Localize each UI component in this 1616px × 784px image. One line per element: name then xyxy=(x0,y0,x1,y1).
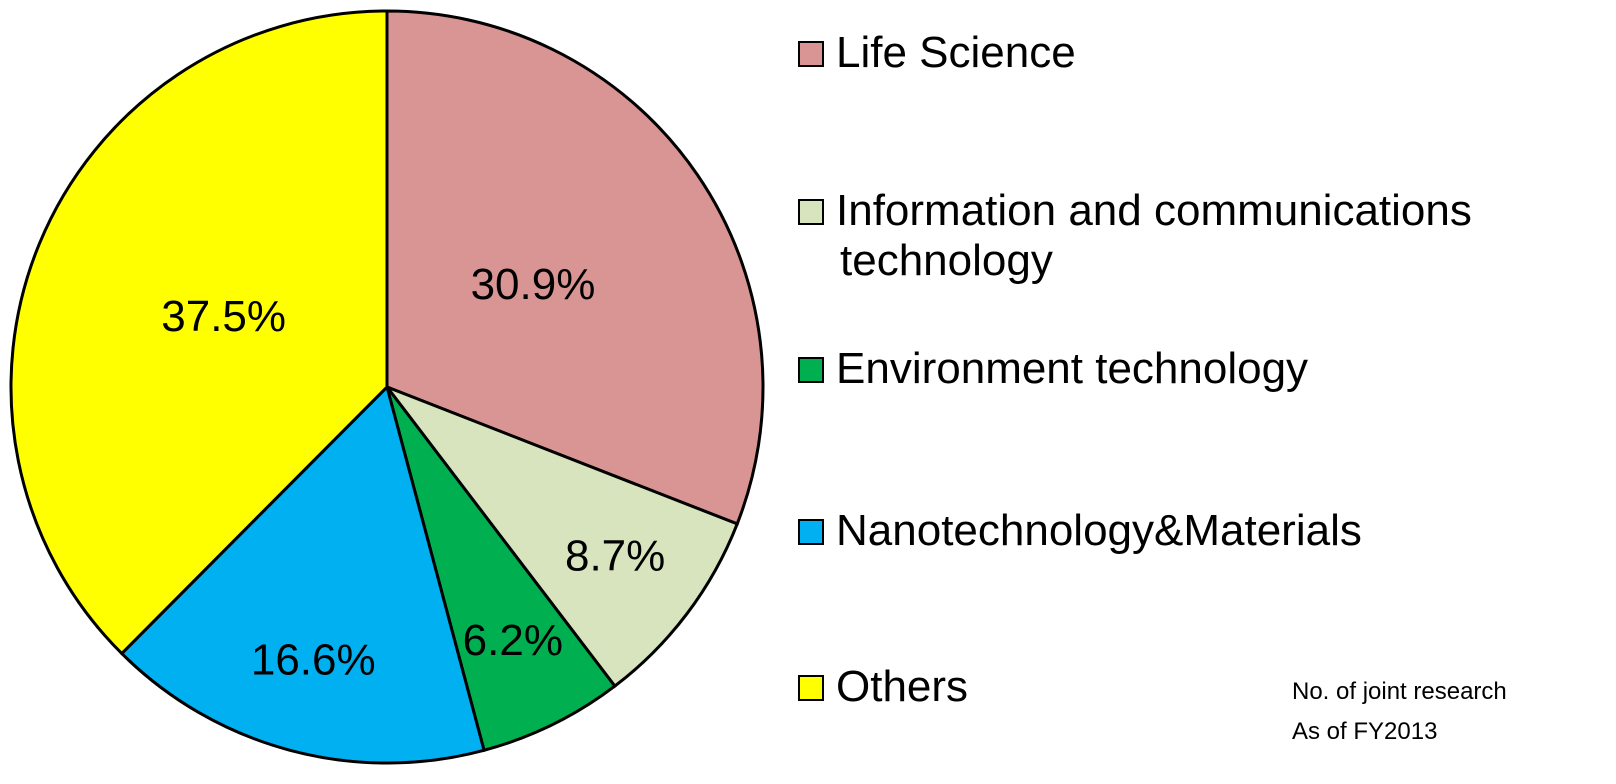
legend-item: Nanotechnology&Materials xyxy=(798,506,1600,556)
legend-label: Others xyxy=(836,662,969,711)
legend-label: Nanotechnology&Materials xyxy=(836,506,1362,555)
legend-label: Life Science xyxy=(836,28,1076,77)
data-label: 6.2% xyxy=(463,616,563,665)
legend-item: Information and communications technolog… xyxy=(798,186,1600,286)
data-label: 16.6% xyxy=(251,636,376,685)
legend-swatch xyxy=(798,41,824,67)
chart: 30.9% 8.7%6.2% 16.6% 37.5% xyxy=(9,9,765,765)
legend-swatch xyxy=(798,519,824,545)
pie-slice xyxy=(119,384,486,765)
legend-swatch xyxy=(798,199,824,225)
legend-label: Information and communications technolog… xyxy=(836,186,1472,285)
pie-slice xyxy=(385,386,617,753)
data-label: 8.7% xyxy=(565,532,665,581)
pie-slice xyxy=(9,9,389,656)
legend-swatch xyxy=(798,357,824,383)
data-label: 30.9% xyxy=(471,260,596,309)
pie-slice xyxy=(385,9,765,526)
legend-swatch xyxy=(798,675,824,701)
pie-slice xyxy=(382,383,740,689)
note: No. of joint research xyxy=(1292,678,1507,705)
legend-item: Environment technology xyxy=(798,344,1600,394)
note: As of FY2013 xyxy=(1292,718,1438,745)
legend-item: Others xyxy=(798,662,1600,712)
legend-item: Life Science xyxy=(798,28,1600,78)
legend-label: Environment technology xyxy=(836,344,1309,393)
data-label: 37.5% xyxy=(161,292,286,341)
